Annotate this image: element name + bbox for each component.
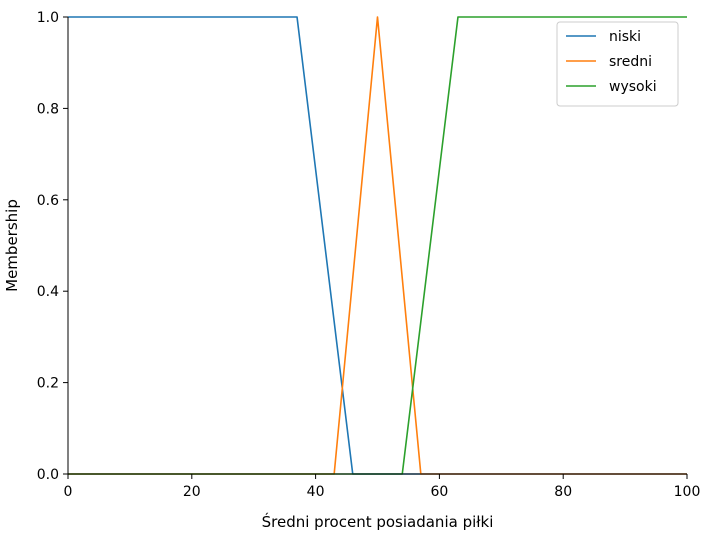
y-tick-label: 0.4 <box>37 284 59 300</box>
legend-label-wysoki: wysoki <box>609 79 657 95</box>
x-ticks: 0 20 40 60 80 100 <box>64 474 701 500</box>
y-tick-label: 0.2 <box>37 376 59 392</box>
y-axis-title: Membership <box>3 199 21 292</box>
x-tick-label: 60 <box>430 484 448 500</box>
x-axis-title: Średni procent posiadania piłki <box>262 512 494 531</box>
y-tick-label: 0.8 <box>37 101 59 117</box>
legend-box <box>556 21 679 107</box>
legend: niski sredni wysoki <box>556 21 679 107</box>
x-tick-label: 0 <box>64 484 73 500</box>
y-tick-label: 0.0 <box>37 467 59 483</box>
y-ticks: 0.0 0.2 0.4 0.6 0.8 1.0 <box>37 10 68 483</box>
x-tick-label: 80 <box>554 484 572 500</box>
x-tick-label: 20 <box>183 484 201 500</box>
y-tick-label: 1.0 <box>37 10 59 26</box>
y-tick-label: 0.6 <box>37 193 59 209</box>
legend-label-sredni: sredni <box>609 54 652 70</box>
x-tick-label: 40 <box>307 484 325 500</box>
axes <box>67 17 687 475</box>
x-tick-label: 100 <box>674 484 701 500</box>
legend-label-niski: niski <box>609 29 641 45</box>
